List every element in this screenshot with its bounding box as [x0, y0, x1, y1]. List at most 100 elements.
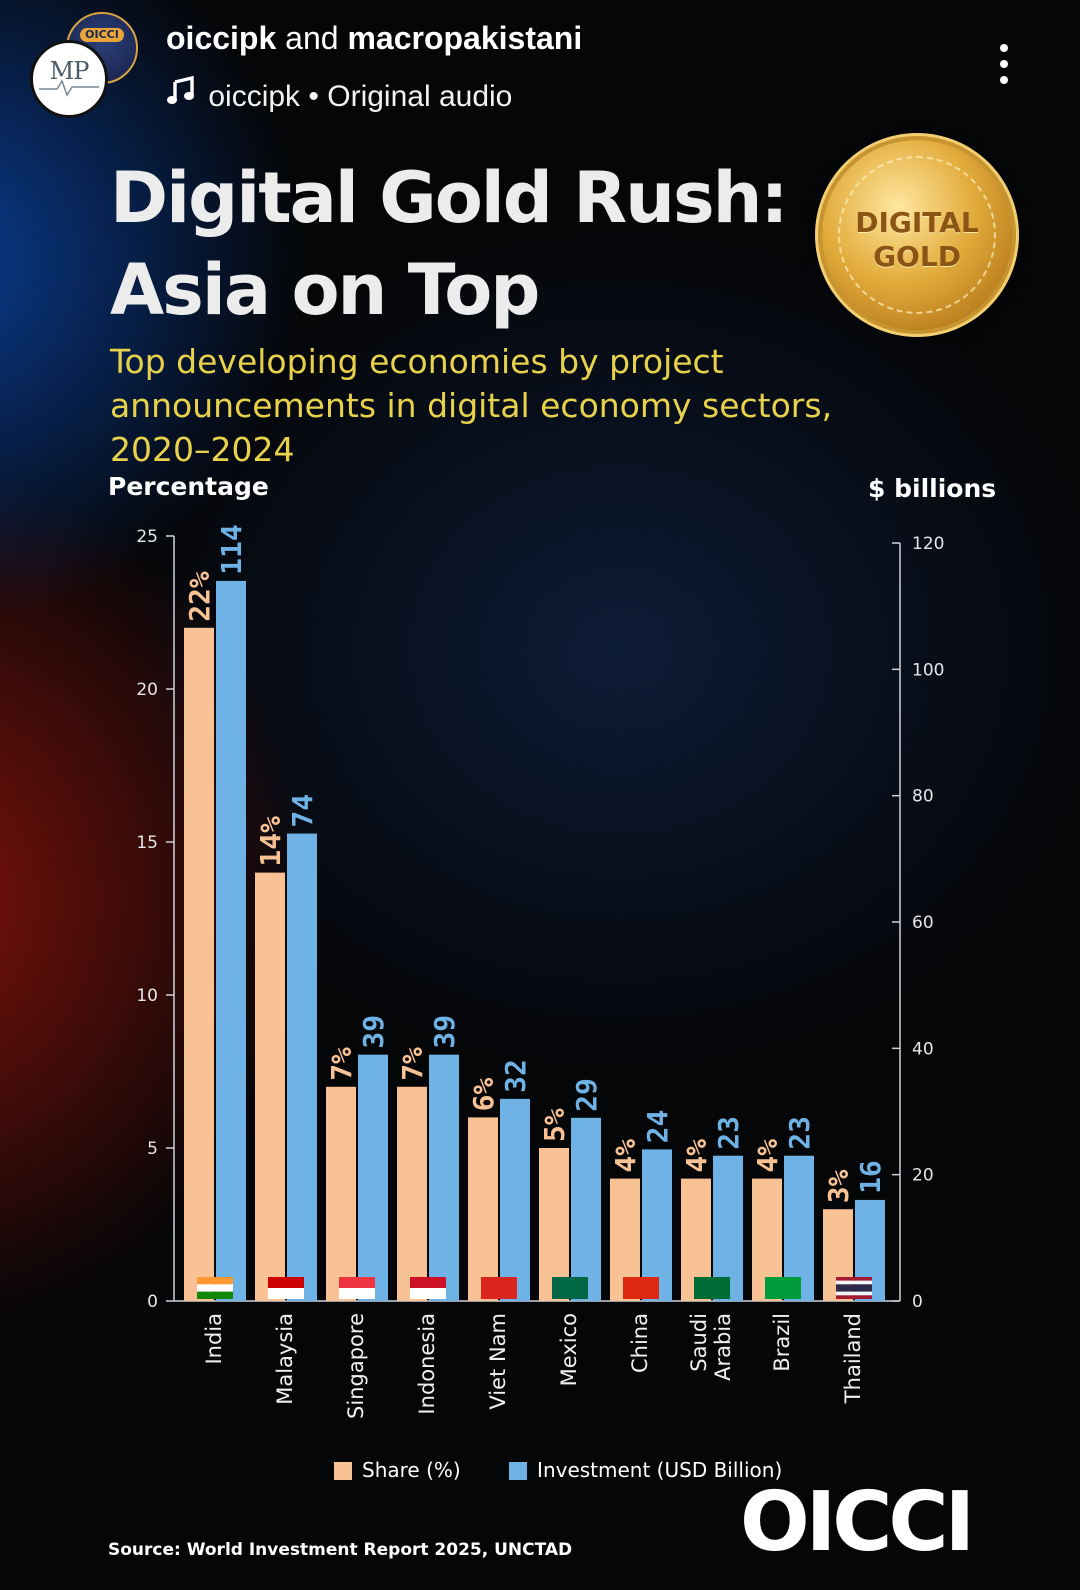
flag-stripe-7-0: [694, 1277, 730, 1299]
legend-share: Share (%): [334, 1458, 461, 1482]
data-label-share-1: 14%: [254, 816, 287, 867]
flag-stripe-2-1: [339, 1288, 375, 1299]
data-label-investment-1: 74: [286, 794, 319, 828]
flag-stripe-9-1: [836, 1280, 872, 1285]
flag-stripe-6-0: [623, 1277, 659, 1299]
bar-share-1: [255, 872, 285, 1301]
right-axis-title: $ billions: [868, 474, 997, 503]
data-label-investment-2: 39: [357, 1015, 390, 1049]
left-tick-label: 10: [136, 986, 158, 1006]
flag-stripe-3-1: [410, 1288, 446, 1299]
bar-share-5: [539, 1148, 569, 1301]
legend-share-swatch: [334, 1462, 352, 1480]
bar-investment-4: [500, 1098, 530, 1301]
data-label-investment-4: 32: [499, 1059, 532, 1093]
account-names[interactable]: oiccipk and macropakistani: [166, 20, 582, 57]
audio-label: Original audio: [327, 80, 513, 113]
data-label-share-6: 4%: [609, 1139, 642, 1173]
category-label-8: Brazil: [770, 1313, 794, 1372]
audio-info[interactable]: oiccipk • Original audio: [166, 75, 513, 114]
data-label-share-7: 4%: [680, 1139, 713, 1173]
data-label-share-8: 4%: [751, 1139, 784, 1173]
bar-share-2: [326, 1086, 356, 1301]
subtitle-line-2: announcements in digital economy sectors…: [110, 386, 833, 425]
bar-share-0: [184, 627, 214, 1301]
bar-investment-1: [287, 833, 317, 1301]
left-axis-title: Percentage: [108, 472, 269, 501]
audio-separator: •: [308, 80, 319, 113]
macropakistani-avatar[interactable]: MP: [30, 40, 108, 118]
bar-investment-0: [216, 580, 246, 1301]
chart-legend: Share (%) Investment (USD Billion): [334, 1458, 824, 1482]
audio-user: oiccipk: [208, 80, 301, 113]
oicci-avatar-text: OICCI: [80, 28, 124, 42]
bar-investment-5: [571, 1117, 601, 1301]
music-note-icon: [166, 75, 200, 114]
flag-stripe-9-3: [836, 1291, 872, 1296]
data-label-share-2: 7%: [325, 1047, 358, 1081]
right-tick-label: 40: [912, 1039, 934, 1059]
left-tick-label: 15: [136, 833, 158, 853]
account-name-1[interactable]: oiccipk: [166, 20, 277, 56]
legend-investment-swatch: [509, 1462, 528, 1480]
category-label-5: Mexico: [557, 1313, 581, 1386]
data-label-investment-7: 23: [712, 1116, 745, 1150]
category-label-6: China: [628, 1313, 652, 1373]
post-header: OICCI MP oiccipk and macropakistani oicc…: [0, 0, 1080, 130]
account-name-2[interactable]: macropakistani: [347, 20, 583, 56]
flag-stripe-8-0: [765, 1277, 801, 1299]
source-note: Source: World Investment Report 2025, UN…: [108, 1540, 573, 1560]
right-tick-label: 0: [912, 1292, 923, 1312]
data-label-investment-6: 24: [641, 1110, 674, 1144]
bar-share-3: [397, 1086, 427, 1301]
bar-investment-6: [642, 1149, 672, 1301]
title-line-1: Digital Gold Rush:: [110, 157, 789, 239]
data-label-share-0: 22%: [183, 571, 216, 622]
more-options-icon[interactable]: [1000, 44, 1010, 92]
digital-gold-medal: DIGITAL GOLD: [822, 140, 1012, 330]
subtitle-line-1: Top developing economies by project: [110, 342, 724, 381]
account-joiner: and: [285, 20, 339, 56]
bar-investment-8: [784, 1155, 814, 1301]
category-label-7-0: Saudi: [687, 1313, 711, 1372]
data-label-share-5: 5%: [538, 1108, 571, 1142]
title-line-2: Asia on Top: [110, 249, 540, 331]
oicci-logo: OICCI: [740, 1475, 975, 1570]
flag-stripe-0-1: [197, 1284, 233, 1292]
left-tick-label: 5: [147, 1139, 158, 1159]
flag-stripe-4-0: [481, 1277, 517, 1299]
left-tick-label: 25: [136, 527, 158, 547]
flag-stripe-9-2: [836, 1284, 872, 1292]
data-label-investment-3: 39: [428, 1015, 461, 1049]
right-tick-label: 20: [912, 1166, 934, 1186]
right-tick-label: 60: [912, 913, 934, 933]
left-tick-label: 0: [147, 1292, 158, 1312]
flag-stripe-3-0: [410, 1277, 446, 1288]
category-label-2: Singapore: [344, 1313, 368, 1419]
legend-share-label: Share (%): [362, 1458, 461, 1482]
data-label-investment-8: 23: [783, 1116, 816, 1150]
flag-stripe-9-4: [836, 1295, 872, 1299]
bar-investment-3: [429, 1054, 459, 1301]
flag-stripe-0-2: [197, 1291, 233, 1299]
data-label-share-9: 3%: [822, 1169, 855, 1203]
heartbeat-icon: [39, 79, 99, 97]
right-tick-label: 100: [912, 660, 944, 680]
medal-line-2: GOLD: [873, 240, 961, 273]
right-tick-label: 80: [912, 787, 934, 807]
data-label-investment-9: 16: [854, 1160, 887, 1194]
data-label-investment-5: 29: [570, 1078, 603, 1112]
bar-investment-7: [713, 1155, 743, 1301]
right-tick-label: 120: [912, 534, 944, 554]
legend-investment: Investment (USD Billion): [509, 1458, 782, 1482]
flag-stripe-1-1: [268, 1288, 304, 1299]
subtitle-line-3: 2020–2024: [110, 430, 295, 469]
left-tick-label: 20: [136, 680, 158, 700]
category-label-7-1: Arabia: [711, 1313, 735, 1381]
bar-share-4: [468, 1117, 498, 1301]
medal-line-1: DIGITAL: [855, 206, 979, 239]
flag-stripe-1-0: [268, 1277, 304, 1288]
data-label-share-3: 7%: [396, 1047, 429, 1081]
category-label-0: India: [202, 1313, 226, 1365]
category-label-9: Thailand: [841, 1313, 865, 1404]
